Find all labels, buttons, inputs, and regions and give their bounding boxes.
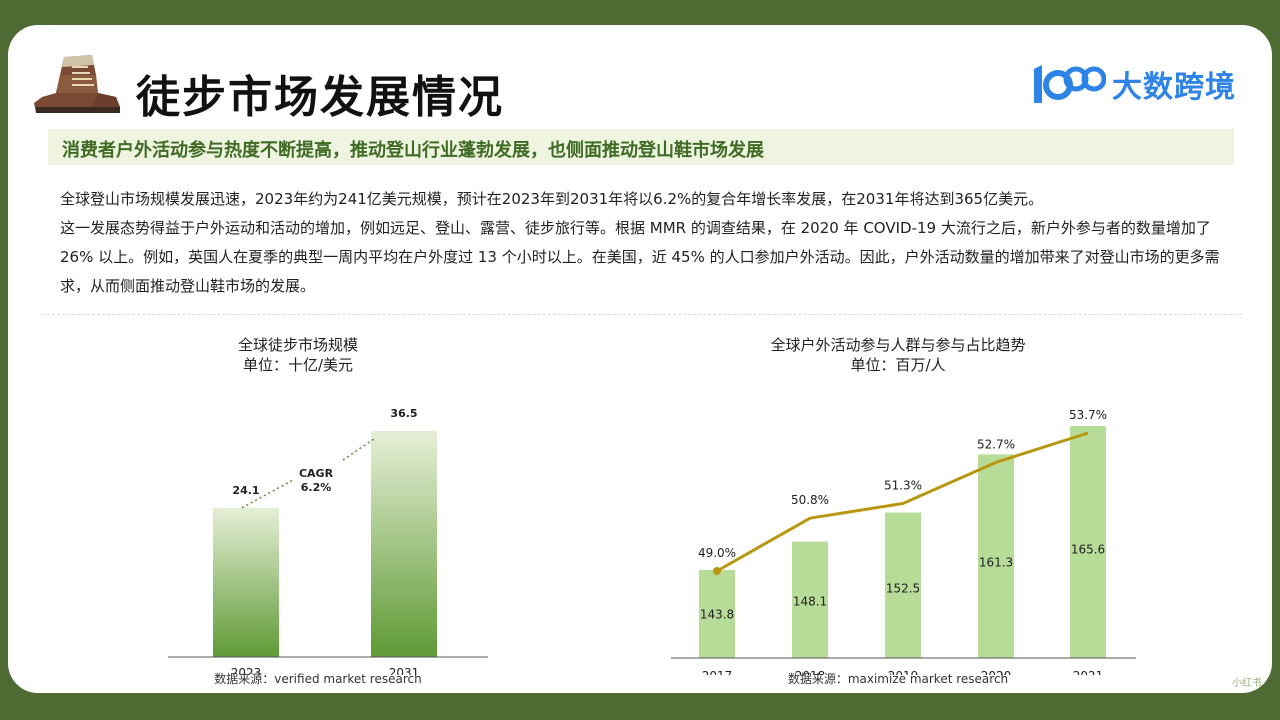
chart2-percentage-line bbox=[716, 431, 1089, 573]
chart2-bar-value-label: 165.6 bbox=[1071, 543, 1105, 557]
chart2-bar-2021 bbox=[1070, 426, 1106, 658]
chart1-bar-2031 bbox=[371, 431, 437, 657]
chart2-bar-value-label: 148.1 bbox=[793, 595, 827, 609]
brand-logo: 大数跨境 bbox=[1028, 59, 1236, 109]
chart2-bar-2019 bbox=[885, 512, 921, 658]
chart1-unit: 单位：十亿/美元 bbox=[242, 356, 354, 374]
chart1-category-label: 2023 bbox=[231, 666, 262, 675]
chart2-line-value-label: 53.7% bbox=[1069, 408, 1107, 422]
chart2-category-label: 2021 bbox=[1073, 669, 1104, 675]
body-paragraph: 全球登山市场规模发展迅速，2023年约为241亿美元规模，预计在2023年到20… bbox=[60, 185, 1230, 301]
chart2-title-block: 全球户外活动参与人群与参与占比趋势 单位：百万/人 bbox=[698, 335, 1098, 375]
chart1-cagr-value: 6.2% bbox=[301, 481, 332, 494]
chart1-bar-2023 bbox=[213, 507, 279, 657]
chart1-cagr-label: CAGR bbox=[299, 467, 334, 480]
hiking-boot-icon bbox=[32, 53, 122, 121]
chart1-title: 全球徒步市场规模 bbox=[237, 336, 358, 354]
divider bbox=[42, 314, 1242, 315]
chart1-source: 数据来源：verified market research bbox=[214, 672, 422, 686]
chart2-bar-2018 bbox=[792, 541, 828, 658]
chart1-value-label: 36.5 bbox=[390, 407, 417, 420]
chart2-line-value-label: 51.3% bbox=[884, 478, 922, 492]
chart1-cagr-line-b bbox=[342, 438, 375, 461]
slide: 徒步市场发展情况 大数跨境 消费者户外活动参与热度不断提高，推动登山行业蓬勃发展… bbox=[8, 25, 1272, 693]
watermark: 小红书 bbox=[1232, 678, 1262, 689]
chart2-participation: 143.8 2017 148.1 2018 152.5 2019 161.3 2020 165.… bbox=[671, 408, 1136, 675]
chart2-category-label: 2019 bbox=[888, 669, 919, 675]
logo-text: 大数跨境 bbox=[1112, 70, 1236, 105]
chart2-category-label: 2018 bbox=[795, 669, 826, 675]
chart1-category-label: 2031 bbox=[389, 666, 420, 675]
logo-mark-icon bbox=[1034, 65, 1106, 103]
paragraph-line-2: 这一发展态势得益于户外运动和活动的增加，例如远足、登山、露营、徒步旅行等。根据 … bbox=[60, 219, 1220, 295]
chart2-category-label: 2017 bbox=[702, 669, 733, 675]
chart2-source: 数据来源：maximize market research bbox=[787, 672, 1009, 686]
paragraph-line-1: 全球登山市场规模发展迅速，2023年约为241亿美元规模，预计在2023年到20… bbox=[60, 190, 1044, 208]
chart1-value-label: 24.1 bbox=[232, 484, 259, 497]
chart2-line-value-label: 49.0% bbox=[698, 546, 736, 560]
chart2-bar-2017 bbox=[699, 570, 735, 658]
chart2-bar-value-label: 152.5 bbox=[886, 582, 920, 596]
chart2-category-label: 2020 bbox=[981, 669, 1012, 675]
chart2-bar-2020 bbox=[978, 454, 1014, 658]
chart2-unit: 单位：百万/人 bbox=[850, 356, 946, 374]
chart2-bar-value-label: 161.3 bbox=[979, 555, 1013, 569]
subtitle-bar: 消费者户外活动参与热度不断提高，推动登山行业蓬勃发展，也侧面推动登山鞋市场发展 bbox=[48, 129, 1234, 165]
chart2-bar-value-label: 143.8 bbox=[700, 607, 734, 621]
page-title: 徒步市场发展情况 bbox=[136, 72, 504, 123]
subtitle: 消费者户外活动参与热度不断提高，推动登山行业蓬勃发展，也侧面推动登山鞋市场发展 bbox=[62, 140, 764, 161]
chart2-title: 全球户外活动参与人群与参与占比趋势 bbox=[770, 336, 1026, 354]
chart2-line-point bbox=[713, 567, 721, 575]
chart2-line-value-label: 52.7% bbox=[977, 437, 1015, 451]
chart2-line-value-label: 50.8% bbox=[791, 493, 829, 507]
chart1-title-block: 全球徒步市场规模 单位：十亿/美元 bbox=[158, 335, 438, 375]
